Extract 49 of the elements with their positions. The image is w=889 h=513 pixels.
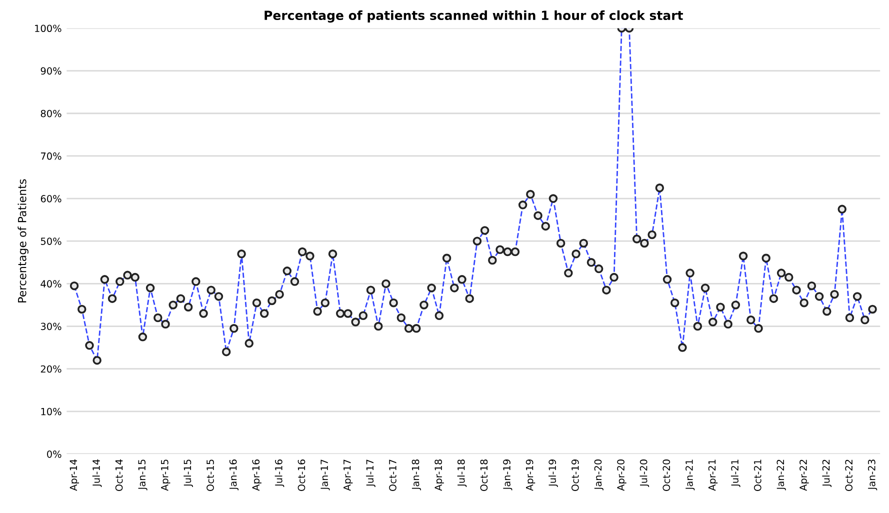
x-tick-label: Jan-23 (868, 460, 878, 490)
x-tick-label: Jan-21 (686, 460, 695, 490)
x-tick-label: Jul-16 (274, 459, 284, 487)
y-tick-label: 100% (35, 24, 62, 32)
x-tick-label: Oct-17 (389, 460, 396, 492)
y-tick-label: 40% (40, 280, 62, 288)
x-tick-label: Apr-20 (617, 460, 626, 491)
y-tick-label: 0% (47, 450, 62, 458)
x-tick-label: Oct-20 (662, 460, 670, 492)
x-tick-label: Oct-18 (480, 460, 488, 492)
x-tick-label: Oct-21 (754, 460, 762, 492)
y-tick-label: 60% (40, 195, 62, 202)
x-tick-label: Jan-22 (776, 460, 786, 490)
x-tick-label: Apr-15 (161, 460, 170, 491)
x-tick-label: Oct-16 (298, 459, 306, 492)
x-tick-label: Jul-19 (548, 460, 558, 487)
x-tick-label: Apr-16 (252, 459, 262, 491)
x-tick-label: Jul-15 (184, 460, 193, 487)
x-tick-label: Oct-14 (115, 459, 123, 492)
x-tick-label: Jan-20 (594, 460, 604, 490)
y-tick-label: 90% (40, 67, 62, 75)
y-tick-label: 50% (40, 238, 62, 245)
x-tick-label: Apr-18 (434, 460, 444, 491)
chart-title: Percentage of patients scanned within 1 hour of clock start (264, 10, 683, 23)
y-axis-title: Percentage of Patients (18, 179, 28, 302)
x-tick-label: Apr-21 (708, 460, 718, 491)
x-tick-label: Jul-17 (366, 460, 376, 487)
x-tick-label: Apr-17 (344, 460, 353, 491)
x-tick-label: Jul-14 (92, 459, 102, 487)
x-tick-label: Oct-22 (845, 460, 853, 492)
x-tick-label: Jul-20 (640, 460, 650, 487)
y-tick-label: 10% (41, 408, 62, 416)
x-tick-label: Jan-18 (412, 460, 422, 490)
x-tick-label: Jan-17 (320, 460, 330, 490)
x-tick-label: Jan-19 (503, 460, 512, 490)
y-tick-label: 80% (40, 110, 62, 118)
x-tick-label: Jul-21 (730, 460, 740, 487)
y-tick-label: 20% (40, 365, 62, 373)
x-tick-label: Apr-14 (70, 459, 79, 491)
x-tick-label: Jul-18 (457, 460, 467, 487)
y-tick-label: 30% (40, 322, 62, 330)
x-tick-label: Jan-15 (138, 460, 148, 490)
y-tick-label: 70% (41, 152, 62, 160)
x-tick-label: Jul-22 (822, 460, 832, 487)
x-tick-label: Jan-16 (229, 459, 239, 490)
x-tick-label: Oct-19 (571, 460, 579, 492)
x-tick-label: Oct-15 (206, 460, 214, 492)
x-tick-label: Apr-22 (800, 460, 809, 491)
x-tick-label: Apr-19 (526, 460, 536, 491)
